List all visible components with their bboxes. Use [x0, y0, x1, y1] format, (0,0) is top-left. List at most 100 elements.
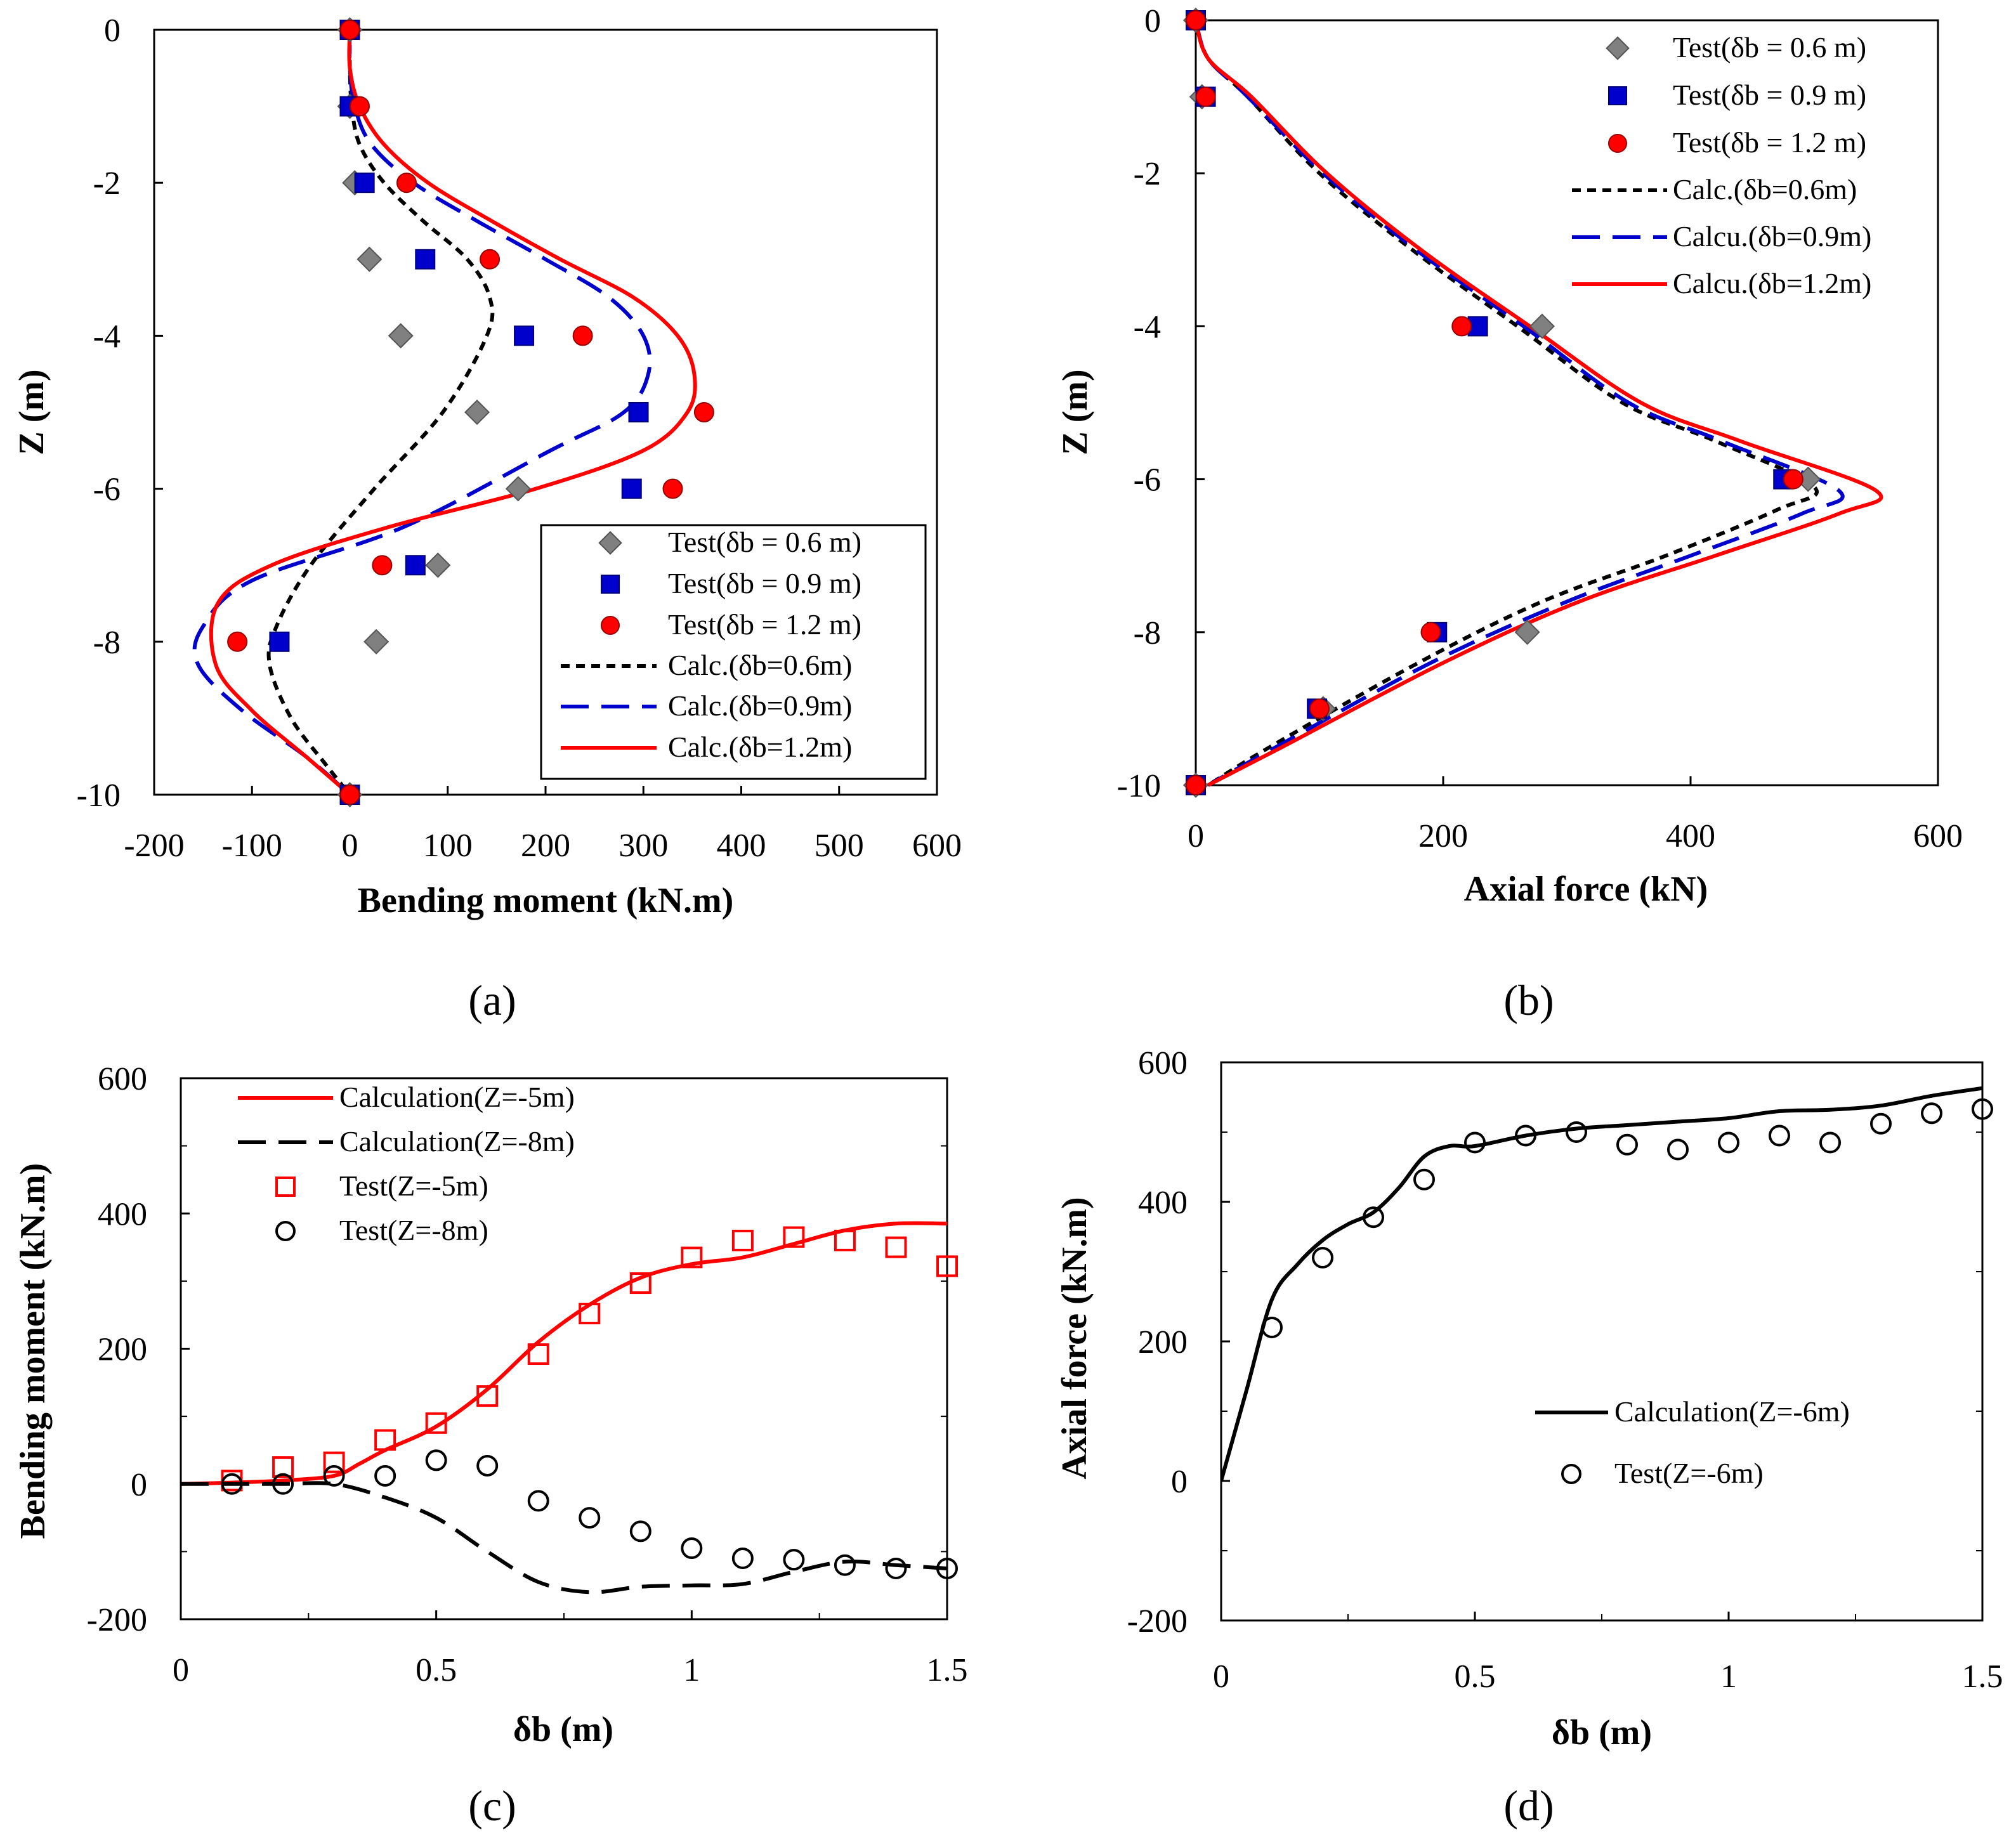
data-point [1186, 775, 1206, 795]
data-point [1464, 1131, 1486, 1154]
data-point [885, 1236, 907, 1258]
legend-marker-2 [601, 616, 620, 635]
x-axis-label: Bending moment (kN.m) [358, 881, 734, 920]
data-point [374, 1429, 396, 1451]
legend-label: Test(δb = 0.6 m) [1673, 31, 1866, 63]
data-point [1566, 1121, 1587, 1143]
legend: Calculation(Z=-5m) Calculation(Z=-8m) Test… [238, 1081, 575, 1246]
x-tick-label: 100 [423, 828, 473, 864]
legend-label: Calcu.(δb=1.2m) [1673, 267, 1871, 299]
x-tick-label: 0 [342, 828, 358, 864]
data-point [1186, 10, 1206, 30]
data-point [464, 399, 490, 426]
y-tick-label: -10 [77, 778, 121, 814]
data-point [339, 20, 360, 40]
data-point [834, 1229, 856, 1251]
data-point [527, 1343, 549, 1366]
data-point [272, 1456, 294, 1478]
data-point [272, 1473, 294, 1495]
data-point [1972, 1098, 1993, 1120]
data-point [1451, 316, 1472, 337]
data-point [731, 1548, 754, 1570]
legend-label: Test(δb = 1.2 m) [1673, 126, 1866, 159]
legend-label: Calculation(Z=-5m) [339, 1081, 575, 1113]
legend-label: Test(Z=-5m) [339, 1170, 488, 1202]
data-point [476, 1385, 499, 1407]
data-point [1312, 1247, 1333, 1268]
x-axis-label: δb (m) [513, 1710, 613, 1749]
chart-panel-d: 0 0.5 1 1.5 600 400 200 0 -200 δb (m) Axial force … [1055, 1045, 2003, 1830]
x-tick-label: 600 [912, 828, 962, 864]
data-point [425, 1412, 447, 1434]
data-point [323, 1464, 345, 1487]
y-tick-label: 600 [98, 1061, 147, 1097]
legend-label: Test(δb = 1.2 m) [668, 608, 861, 641]
y-tick-label: -6 [1134, 462, 1161, 499]
y-axis-label: Z (m) [12, 369, 51, 455]
x-tick-label: -200 [124, 828, 184, 864]
legend-marker-1 [1561, 1464, 1581, 1484]
y-tick-label: 0 [131, 1467, 147, 1503]
series-line-5 [209, 29, 697, 797]
legend-label: Test(δb = 0.9 m) [1673, 79, 1866, 111]
series-line-4 [192, 29, 652, 797]
data-point [221, 1473, 243, 1495]
y-tick-label: 200 [98, 1332, 147, 1368]
data-point [1819, 1131, 1841, 1154]
x-tick-label: 500 [815, 828, 864, 864]
data-point [1769, 1125, 1790, 1147]
legend-label: Calc.(δb=0.6m) [668, 649, 852, 681]
data-point [1514, 619, 1540, 645]
data-point [396, 173, 417, 193]
x-tick-label: 0 [1188, 818, 1204, 854]
y-tick-label: 0 [104, 13, 121, 49]
legend-label: Test(δb = 0.9 m) [668, 567, 861, 599]
data-point [783, 1549, 805, 1571]
series-line-3 [266, 29, 495, 796]
legend-label: Calc.(δb=0.6m) [1673, 173, 1857, 205]
legend-marker-2 [275, 1177, 296, 1197]
x-tick-label: 0.5 [1455, 1659, 1496, 1695]
y-tick-label: -8 [93, 625, 121, 661]
y-tick-label: 400 [98, 1196, 147, 1232]
x-tick-label: 400 [1666, 818, 1715, 854]
data-point [1616, 1133, 1638, 1156]
data-point [227, 631, 248, 652]
data-point [629, 1272, 651, 1294]
legend-label: Calculation(Z=-8m) [339, 1125, 575, 1157]
data-point [480, 249, 501, 270]
data-point [388, 323, 414, 349]
legend-label: Calculation(Z=-6m) [1614, 1395, 1850, 1428]
data-point [1413, 1168, 1435, 1190]
x-axis-label: Axial force (kN) [1464, 870, 1708, 909]
legend-label: Calc.(δb=1.2m) [668, 731, 852, 763]
x-tick-label: 600 [1913, 818, 1963, 854]
data-point [1870, 1112, 1892, 1135]
data-point [621, 478, 642, 499]
y-tick-label: -2 [1134, 156, 1161, 192]
data-point [425, 552, 451, 578]
x-tick-label: 0 [1213, 1659, 1229, 1695]
data-point [681, 1246, 703, 1268]
x-tick-label: 1.5 [1962, 1659, 2003, 1695]
data-point [936, 1255, 958, 1277]
legend-label: Test(δb = 0.6 m) [668, 526, 861, 558]
y-tick-label: -8 [1134, 615, 1161, 651]
data-point [1261, 1317, 1283, 1338]
chart-panel-a: -200 -100 0 100 200 300 400 500 600 0 -2 -4 -6 -8 -10 B… [12, 13, 962, 1024]
data-point [476, 1454, 499, 1477]
data-point [681, 1537, 703, 1560]
legend: Test(δb = 0.6 m) Test(δb = 0.9 m) Test(δb … [540, 524, 927, 780]
y-axis-label: Axial force (kN.m) [1055, 1197, 1094, 1479]
series-line-3 [1196, 20, 1819, 787]
y-tick-label: 200 [1138, 1324, 1188, 1360]
data-point [693, 402, 714, 422]
series-line-4 [1196, 20, 1845, 787]
data-point [731, 1229, 754, 1251]
y-tick-label: 600 [1138, 1045, 1188, 1081]
series-line-0 [1221, 1086, 1983, 1482]
x-tick-label: -100 [222, 828, 282, 864]
x-tick-label: 1 [1720, 1659, 1737, 1695]
data-point [505, 476, 531, 502]
legend-marker-1 [601, 575, 620, 594]
